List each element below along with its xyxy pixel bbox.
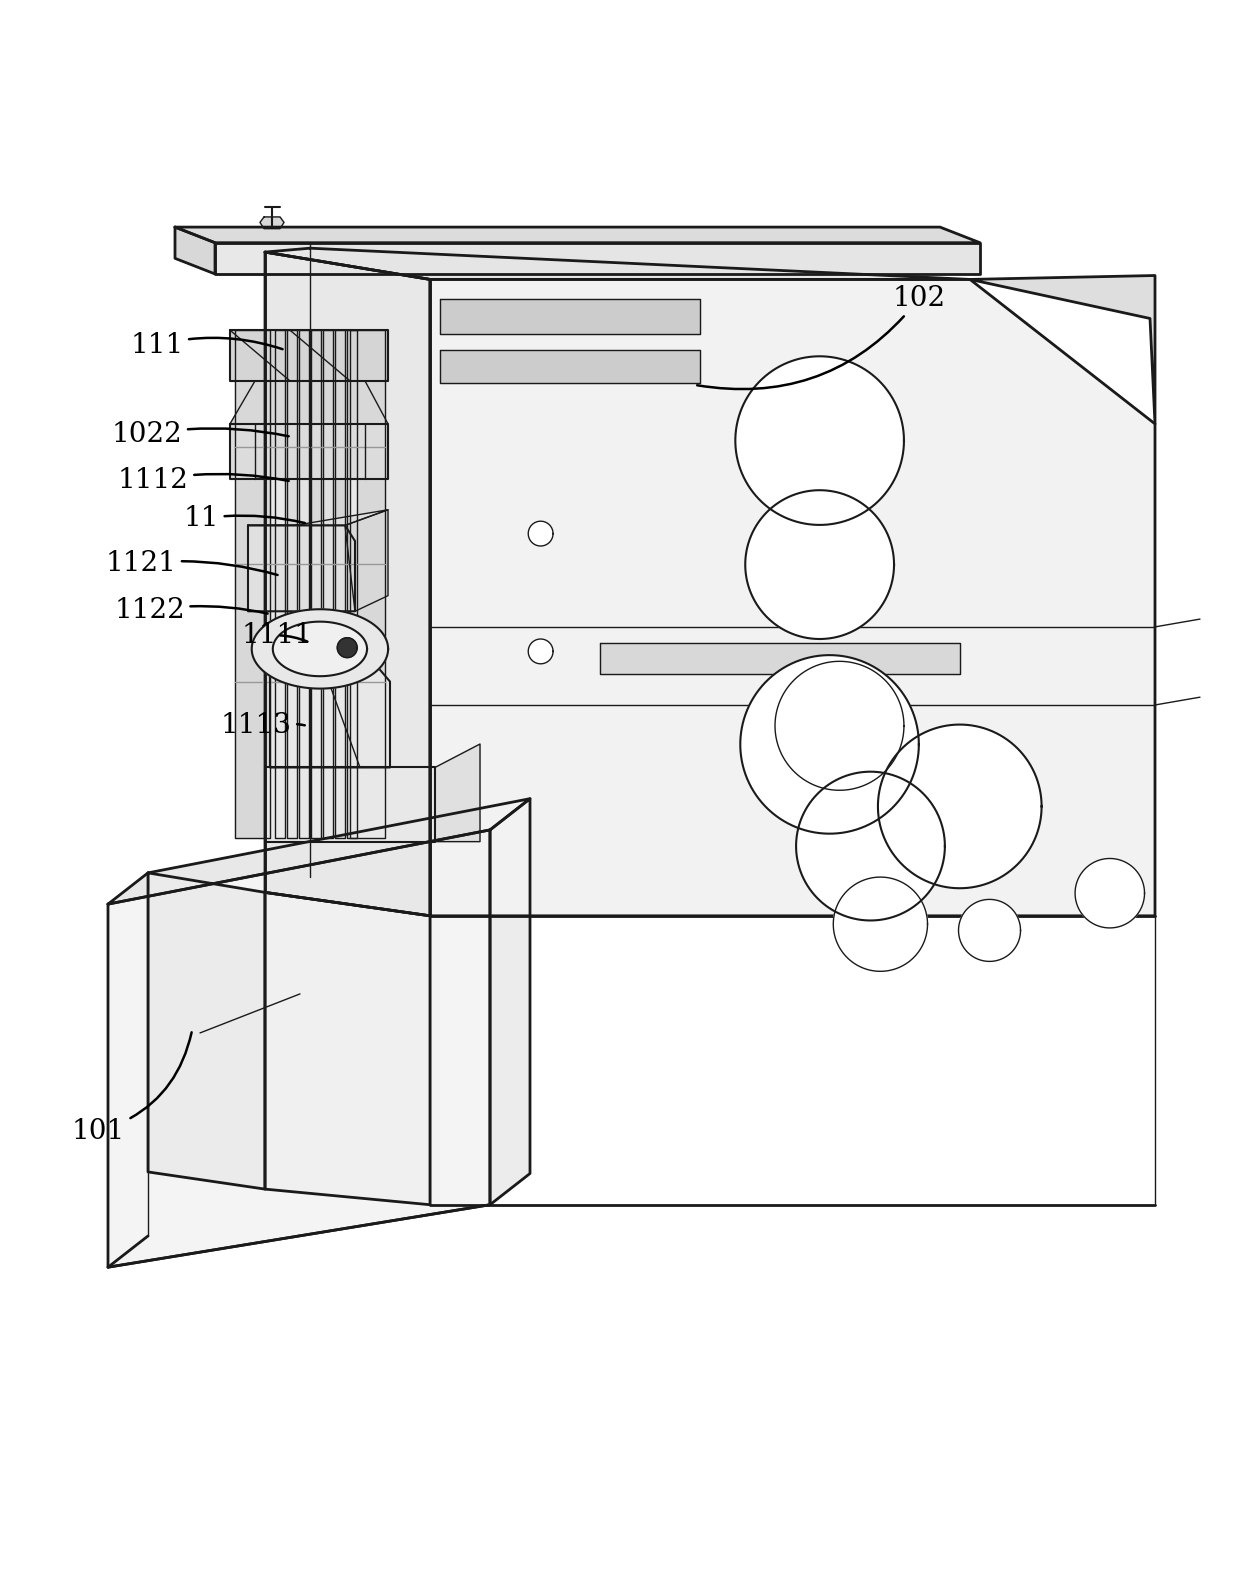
Polygon shape — [959, 899, 1021, 961]
Polygon shape — [435, 745, 480, 842]
Polygon shape — [735, 356, 904, 526]
Text: 1111: 1111 — [242, 622, 312, 649]
Polygon shape — [528, 521, 553, 546]
Polygon shape — [265, 248, 970, 279]
Text: 1113: 1113 — [221, 713, 305, 740]
Text: 102: 102 — [697, 284, 946, 389]
Polygon shape — [265, 252, 430, 916]
Polygon shape — [528, 638, 553, 664]
Polygon shape — [229, 381, 388, 424]
Polygon shape — [286, 330, 298, 838]
Polygon shape — [745, 491, 894, 638]
Polygon shape — [260, 218, 284, 229]
Polygon shape — [215, 243, 980, 275]
Polygon shape — [350, 330, 384, 838]
Text: 1112: 1112 — [118, 467, 289, 494]
Text: 11: 11 — [184, 505, 305, 532]
Polygon shape — [229, 424, 388, 478]
Polygon shape — [265, 892, 430, 1205]
Polygon shape — [229, 330, 388, 381]
Polygon shape — [337, 638, 357, 657]
Polygon shape — [740, 656, 919, 834]
Polygon shape — [311, 330, 321, 838]
Polygon shape — [335, 330, 345, 838]
Text: 1121: 1121 — [105, 549, 278, 576]
Polygon shape — [273, 621, 367, 676]
Polygon shape — [345, 510, 388, 611]
Polygon shape — [215, 243, 310, 275]
Polygon shape — [833, 877, 928, 972]
Polygon shape — [175, 227, 980, 243]
Text: 111: 111 — [130, 332, 283, 359]
Polygon shape — [248, 510, 388, 526]
Text: 1022: 1022 — [112, 421, 289, 448]
Polygon shape — [600, 643, 960, 673]
Polygon shape — [796, 772, 945, 921]
Polygon shape — [440, 299, 701, 333]
Polygon shape — [970, 275, 1154, 424]
Polygon shape — [878, 724, 1042, 888]
Polygon shape — [430, 279, 1154, 916]
Polygon shape — [1075, 859, 1145, 927]
Polygon shape — [252, 610, 388, 689]
Polygon shape — [322, 330, 334, 838]
Polygon shape — [265, 767, 435, 842]
Text: 1122: 1122 — [114, 597, 268, 624]
Polygon shape — [270, 657, 391, 767]
Polygon shape — [148, 873, 265, 1189]
Polygon shape — [440, 349, 701, 383]
Text: 101: 101 — [72, 1032, 192, 1145]
Polygon shape — [175, 227, 215, 275]
Polygon shape — [175, 227, 215, 275]
Polygon shape — [248, 526, 355, 611]
Polygon shape — [775, 661, 904, 791]
Polygon shape — [236, 330, 270, 838]
Polygon shape — [108, 831, 490, 1267]
Polygon shape — [490, 799, 529, 1205]
Polygon shape — [299, 330, 309, 838]
Polygon shape — [347, 330, 357, 838]
Polygon shape — [108, 799, 529, 904]
Polygon shape — [275, 330, 285, 838]
